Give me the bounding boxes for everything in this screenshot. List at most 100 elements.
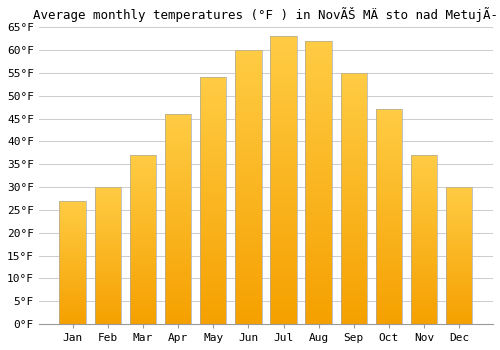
Bar (340, 180, 367, 183)
Bar (165, 290, 191, 293)
Bar (235, 238, 262, 242)
Bar (376, 187, 402, 190)
Bar (130, 166, 156, 168)
Bar (165, 114, 191, 324)
Bar (235, 262, 262, 266)
Bar (306, 136, 332, 140)
Bar (165, 306, 191, 308)
Bar (60, 261, 86, 262)
Bar (411, 166, 438, 168)
Bar (94, 281, 121, 283)
Bar (270, 123, 296, 126)
Bar (235, 173, 262, 177)
Bar (270, 62, 296, 65)
Bar (270, 295, 296, 299)
Bar (130, 248, 156, 250)
Bar (340, 101, 367, 104)
Bar (446, 281, 472, 283)
Bar (200, 179, 226, 182)
Bar (200, 105, 226, 108)
Bar (165, 206, 191, 209)
Bar (411, 292, 438, 294)
Bar (130, 237, 156, 239)
Bar (340, 318, 367, 321)
Bar (200, 204, 226, 207)
Bar (165, 230, 191, 232)
Bar (94, 285, 121, 286)
Bar (94, 226, 121, 228)
Bar (235, 190, 262, 194)
Bar (306, 161, 332, 165)
Bar (306, 306, 332, 310)
Bar (446, 315, 472, 317)
Bar (306, 299, 332, 303)
Bar (270, 306, 296, 310)
Bar (200, 201, 226, 204)
Bar (376, 260, 402, 262)
Bar (94, 290, 121, 292)
Bar (446, 235, 472, 237)
Bar (340, 195, 367, 198)
Bar (340, 198, 367, 202)
Bar (446, 298, 472, 300)
Bar (235, 57, 262, 61)
Bar (165, 272, 191, 274)
Bar (270, 98, 296, 101)
Bar (376, 209, 402, 211)
Bar (60, 302, 86, 304)
Bar (446, 221, 472, 223)
Bar (446, 232, 472, 233)
Bar (306, 41, 332, 324)
Bar (235, 98, 262, 102)
Bar (94, 199, 121, 201)
Bar (270, 299, 296, 302)
Bar (60, 222, 86, 224)
Bar (306, 133, 332, 136)
Bar (270, 101, 296, 105)
Bar (376, 131, 402, 134)
Bar (446, 295, 472, 297)
Bar (60, 322, 86, 324)
Bar (376, 144, 402, 147)
Bar (306, 236, 332, 239)
Bar (376, 254, 402, 257)
Bar (306, 59, 332, 62)
Bar (270, 216, 296, 220)
Bar (235, 249, 262, 252)
Bar (376, 257, 402, 260)
Bar (270, 241, 296, 245)
Bar (130, 269, 156, 271)
Bar (165, 287, 191, 290)
Bar (165, 251, 191, 253)
Bar (94, 271, 121, 273)
Bar (60, 270, 86, 272)
Bar (270, 277, 296, 281)
Bar (411, 284, 438, 286)
Bar (340, 267, 367, 271)
Bar (130, 208, 156, 210)
Bar (411, 155, 438, 324)
Bar (94, 249, 121, 250)
Bar (200, 164, 226, 167)
Bar (130, 191, 156, 193)
Bar (376, 110, 402, 324)
Bar (270, 152, 296, 155)
Bar (340, 114, 367, 117)
Bar (235, 115, 262, 119)
Bar (376, 118, 402, 120)
Bar (94, 223, 121, 225)
Bar (411, 307, 438, 309)
Bar (130, 161, 156, 163)
Bar (165, 237, 191, 240)
Bar (165, 308, 191, 311)
Bar (165, 232, 191, 235)
Bar (130, 286, 156, 288)
Bar (235, 119, 262, 122)
Bar (60, 293, 86, 295)
Bar (200, 247, 226, 250)
Bar (411, 248, 438, 250)
Bar (200, 96, 226, 99)
Bar (340, 85, 367, 89)
Bar (165, 293, 191, 295)
Bar (340, 246, 367, 249)
